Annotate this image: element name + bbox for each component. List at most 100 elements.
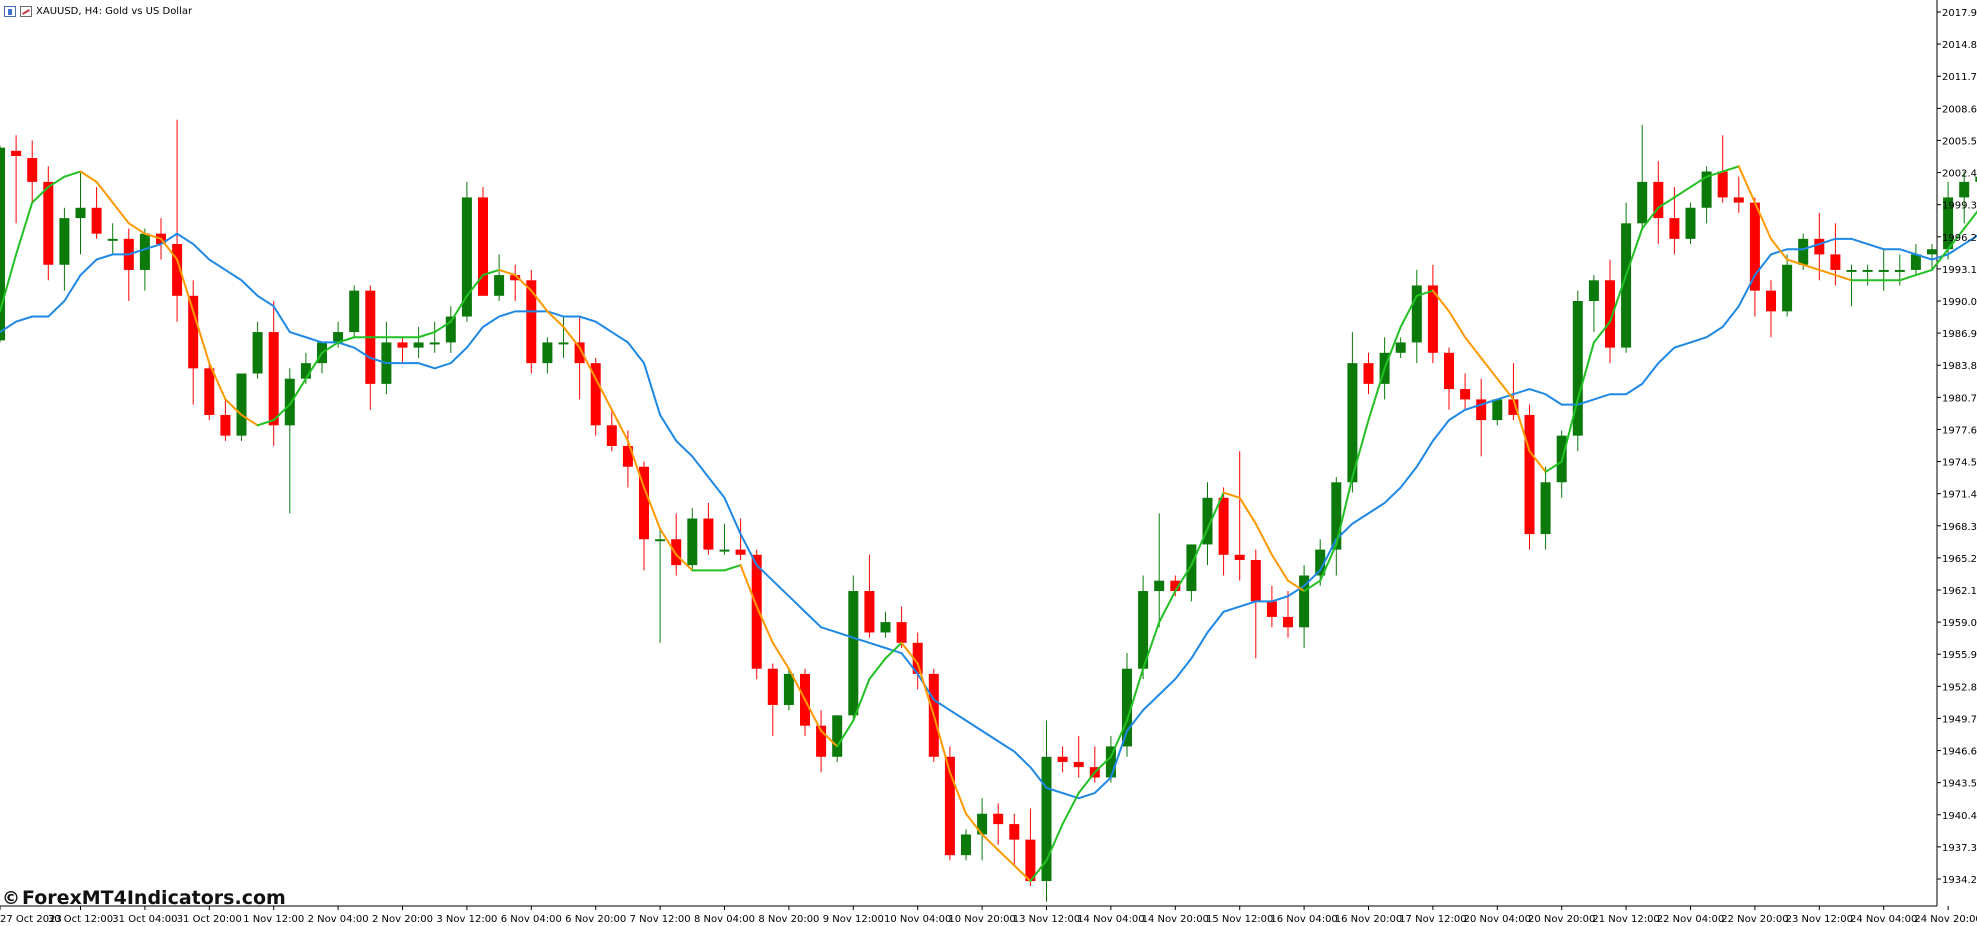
candle-chart-icon[interactable] [4,5,16,17]
ma-fast-segment [1480,356,1499,380]
time-tick-label: 14 Nov 04:00 [1077,914,1144,925]
ma-fast-segment [1254,522,1273,556]
time-tick-label: 9 Nov 12:00 [823,914,884,925]
ma-fast-segment [449,294,468,323]
candle-body [1540,482,1551,535]
candle-body [1621,223,1632,348]
candle [1186,544,1197,602]
candle [639,461,649,571]
candle-body [461,197,472,317]
candle-body [526,280,537,364]
candle [993,803,1004,845]
ma-fast-segment [127,222,146,235]
candle [1266,585,1277,628]
candle-body [1041,756,1052,882]
candle-body [1862,269,1873,272]
candle-body [912,642,923,674]
candle [1524,404,1535,550]
candle-body [494,275,505,296]
candle [896,606,907,649]
time-tick-label: 24 Nov 04:00 [1850,914,1917,925]
ma-fast-segment [1303,579,1322,593]
candle [816,710,827,773]
time-tick-label: 13 Nov 12:00 [1013,914,1080,925]
ma-fast-segment [321,341,340,354]
price-tick-label: 1999.30 [1942,201,1977,212]
candle-body [1701,171,1712,208]
candle-body [1444,352,1454,390]
ma-fast-segment [578,346,597,380]
candle-body [1975,176,1977,182]
ma-fast-segment [417,331,436,339]
candle-body [333,332,344,343]
candle [478,187,488,296]
ma-fast-segment [143,232,162,240]
candle [1122,653,1132,757]
time-tick-label: 1 Nov 12:00 [243,914,304,925]
ma-fast-segment [1093,755,1112,774]
candle-body [172,244,183,296]
candle-body [349,290,360,333]
candle [236,373,247,441]
price-axis-labels: 2017.90 2014.80 2011.70 2008.60 2005.50 2002.… [1937,8,1977,886]
ma-fast-segment [31,186,50,204]
time-tick-label: 31 Oct 20:00 [177,914,242,925]
ma-fast-segment [610,408,629,442]
price-tick-label: 1937.30 [1942,843,1977,854]
ma-fast-segment [1625,227,1644,277]
indicator-lines-icon[interactable] [20,5,32,17]
candle-body [478,197,488,296]
ma-fast-segment [1222,491,1241,499]
ma-fast-segment [1319,543,1338,582]
ma-fast-segment [1705,170,1724,178]
price-tick-label: 1974.50 [1942,458,1977,469]
candle-body [703,518,714,550]
time-tick-label: 15 Nov 12:00 [1206,914,1273,925]
ma-fast-segment [47,175,66,189]
price-tick-label: 1965.20 [1942,554,1977,565]
ma-fast-segment [1464,336,1483,359]
candle-body [268,332,279,426]
candle-body [1492,399,1503,421]
candle [574,316,585,400]
candle-body [1910,254,1921,270]
candle [526,269,537,374]
candle-body [1234,554,1245,560]
ma-fast-segment [208,362,227,401]
candle-body [1476,399,1487,421]
ma-fast-segment [1109,719,1128,758]
candle [606,409,617,452]
time-tick-label: 7 Nov 12:00 [630,914,691,925]
ma-fast-segment [723,564,742,572]
candle-body [1749,202,1760,291]
price-tick-label: 1968.30 [1942,522,1977,533]
ma-fast-segment [1045,823,1064,862]
candle-body [574,342,585,364]
ma-fast-segment [981,833,1000,851]
candle [494,254,505,301]
ma-fast-segment [176,258,195,313]
ma-fast-segment [546,310,565,328]
price-tick-label: 1983.80 [1942,361,1977,372]
time-tick-label: 23 Nov 12:00 [1786,914,1853,925]
ma-fast-segment [1947,227,1966,251]
candle-body [1766,290,1776,312]
ma-fast-segment [1834,274,1853,282]
time-tick-label: 2 Nov 20:00 [372,914,433,925]
candle-body [993,813,1004,825]
time-tick-label: 10 Nov 20:00 [948,914,1015,925]
candle [75,171,86,255]
ma-fast-segment [771,641,790,670]
ma-fast-segment [1914,268,1933,277]
ma-fast-segment [1898,274,1917,282]
candle [381,321,392,395]
time-tick-label: 20 Nov 04:00 [1464,914,1531,925]
candle [1685,202,1696,245]
ma-fast-segment [1931,248,1950,271]
candle [1363,352,1374,395]
price-tick-label: 1996.20 [1942,233,1977,244]
candle-body [1283,616,1293,628]
candle-body [1572,301,1583,436]
ma-fast-segment [1061,792,1080,826]
